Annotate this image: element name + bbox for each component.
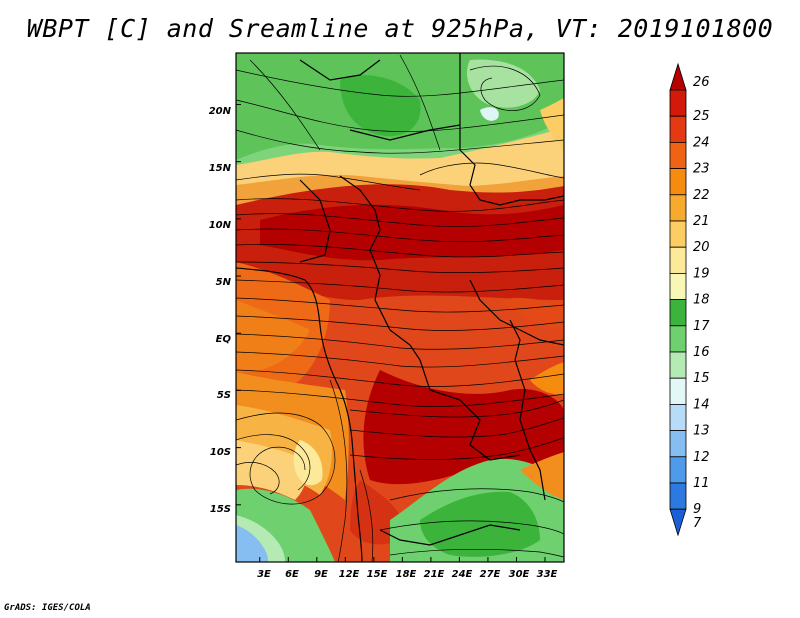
colorbar-label: 9 — [693, 502, 701, 517]
colorbar-cell — [669, 456, 687, 484]
colorbar-label: 19 — [693, 266, 710, 281]
colorbar-label: 12 — [693, 450, 710, 465]
grads-credit: GrADS: IGES/COLA — [4, 603, 91, 613]
colorbar-cell — [669, 299, 687, 327]
colorbar-cell — [669, 194, 687, 222]
colorbar-top-arrow — [669, 62, 687, 91]
longitude-axis: 3E 6E 9E 12E 15E 18E 21E 24E 27E 30E 33E — [257, 569, 557, 580]
colorbar-cell — [669, 272, 687, 300]
colorbar-label: 20 — [693, 240, 710, 255]
colorbar-label: 23 — [693, 162, 710, 177]
colorbar-cell — [669, 482, 687, 510]
colorbar-cell — [669, 377, 687, 405]
lon-tick-label: 27E — [480, 569, 501, 580]
lon-tick-label: 24E — [452, 569, 473, 580]
lat-tick-label: 5N — [216, 277, 232, 288]
colorbar-label: 24 — [693, 135, 710, 150]
lon-tick-label: 30E — [509, 569, 530, 580]
streamlines — [236, 54, 564, 562]
lon-tick-label: 12E — [339, 569, 360, 580]
lat-tick-label: 5S — [217, 390, 231, 401]
colorbar-label: 17 — [693, 319, 710, 334]
lat-tick-label: 20N — [209, 106, 232, 117]
lat-tick-label: 10N — [209, 220, 232, 231]
wbpt-field — [236, 53, 564, 562]
colorbar-label: 21 — [693, 214, 710, 229]
map-frame — [235, 52, 565, 563]
colorbar-cell — [669, 115, 687, 143]
colorbar-cell — [669, 89, 687, 117]
lon-tick-label: 21E — [424, 569, 445, 580]
colorbar-label: 13 — [693, 424, 710, 439]
colorbar: 26 25 24 23 22 21 20 19 18 17 16 15 14 13 12 11 97 — [669, 62, 710, 537]
lon-tick-label: 33E — [537, 569, 558, 580]
lat-tick-label: 10S — [210, 447, 231, 458]
lon-tick-label: 9E — [314, 569, 328, 580]
coastlines-borders — [236, 53, 564, 562]
colorbar-cell — [669, 168, 687, 196]
colorbar-cell — [669, 430, 687, 458]
colorbar-label: 15 — [693, 371, 710, 386]
lat-tick-label: 15S — [210, 504, 231, 515]
colorbar-label: 25 — [693, 109, 710, 124]
map-title: WBPT [C] and Sreamline at 925hPa, VT: 20… — [26, 14, 774, 43]
lon-tick-label: 15E — [367, 569, 388, 580]
lat-tick-label: EQ — [216, 334, 232, 345]
colorbar-label: 11 — [693, 476, 710, 491]
colorbar-cell — [669, 351, 687, 379]
colorbar-label: 14 — [693, 397, 710, 412]
colorbar-cell — [669, 246, 687, 274]
colorbar-label: 7 — [693, 516, 702, 531]
colorbar-cell — [669, 325, 687, 353]
latitude-axis: 20N 15N 10N 5N EQ 5S 10S 15S — [209, 106, 232, 515]
colorbar-label: 22 — [693, 188, 710, 203]
colorbar-label: 16 — [693, 345, 710, 360]
lat-tick-label: 15N — [209, 163, 232, 174]
lon-tick-label: 6E — [285, 569, 299, 580]
colorbar-cell — [669, 220, 687, 248]
colorbar-cell — [669, 403, 687, 431]
colorbar-label: 26 — [693, 75, 710, 90]
lon-tick-label: 18E — [396, 569, 417, 580]
colorbar-bottom-arrow — [669, 508, 687, 537]
colorbar-label: 18 — [693, 293, 710, 308]
lon-tick-label: 3E — [257, 569, 271, 580]
colorbar-cell — [669, 141, 687, 169]
